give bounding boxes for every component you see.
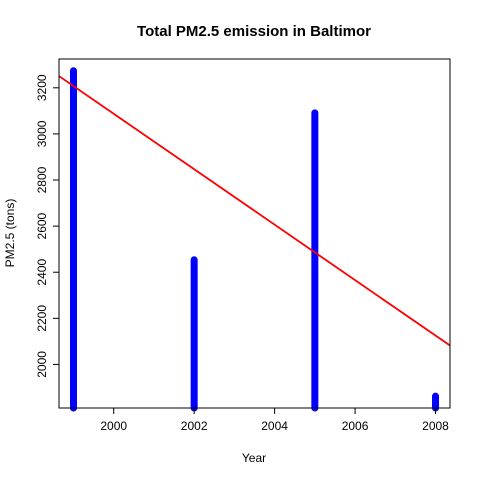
trend-line-group xyxy=(59,76,450,345)
x-tick-label-2004: 2004 xyxy=(261,419,288,433)
y-axis-label: PM2.5 (tons) xyxy=(3,199,17,268)
chart-title: Total PM2.5 emission in Baltimor xyxy=(137,23,371,40)
bar-series xyxy=(73,71,435,408)
y-tick-label-2800: 2800 xyxy=(35,166,49,193)
y-tick-label-2600: 2600 xyxy=(35,212,49,239)
y-tick-label-2200: 2200 xyxy=(35,305,49,332)
x-tick-label-2008: 2008 xyxy=(422,419,449,433)
y-tick-label-3200: 3200 xyxy=(35,74,49,101)
x-axis-label: Year xyxy=(242,451,266,465)
plot-area-frame xyxy=(59,59,450,408)
x-tick-label-2000: 2000 xyxy=(100,419,127,433)
y-tick-label-3000: 3000 xyxy=(35,120,49,147)
y-tick-label-2000: 2000 xyxy=(35,351,49,378)
x-tick-label-2002: 2002 xyxy=(181,419,208,433)
x-tick-label-2006: 2006 xyxy=(342,419,369,433)
trend-line xyxy=(59,76,450,345)
y-axis: 2000 2200 2400 2600 2800 3000 3200 xyxy=(35,74,59,378)
x-axis: 2000 2002 2004 2006 2008 xyxy=(100,408,449,433)
y-tick-label-2400: 2400 xyxy=(35,259,49,286)
